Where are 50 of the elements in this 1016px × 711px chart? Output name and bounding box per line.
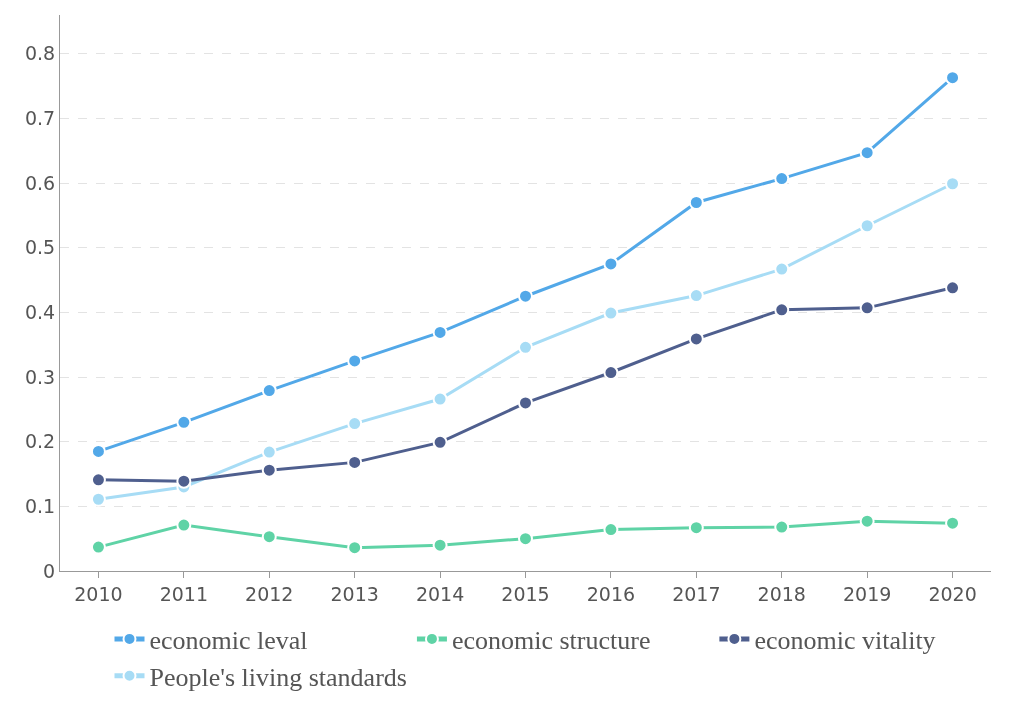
legend-label: economic leval [149,626,308,656]
x-tick-label: 2013 [330,582,379,605]
point [347,353,363,369]
legend-label: People's living standards [149,662,407,692]
y-tick-label: 0.2 [24,430,56,453]
y-tick-label: 0.3 [24,365,56,388]
point [261,462,277,478]
point [859,145,875,161]
point [518,288,533,304]
point [688,520,704,536]
x-tick-label: 2014 [415,582,465,605]
y-tick-label: 0.7 [24,107,56,130]
y-tick-label: 0.6 [24,171,56,194]
point [688,331,704,347]
point [176,473,192,489]
legend-label: economic vitality [754,626,936,656]
x-tick-label: 2016 [586,582,636,605]
x-tick-label: 2018 [757,582,806,605]
y-tick-label: 0.5 [24,236,56,259]
y-tick-label: 0 [43,559,56,582]
x-tick-label: 2015 [501,582,550,605]
point [774,261,790,277]
point [176,414,192,430]
x-tick-label: 2010 [74,582,123,605]
point [774,302,790,318]
legend-label: economic structure [451,626,651,656]
point [261,529,277,545]
x-tick-label: 2020 [928,582,977,605]
point [432,434,448,450]
point [859,218,875,234]
point [432,391,448,407]
x-tick-label: 2019 [842,582,892,605]
point [859,300,875,316]
point [347,540,363,556]
point [518,395,533,411]
point [603,256,619,272]
point [603,305,619,321]
y-tick-label: 0.8 [24,42,56,65]
point [518,339,533,355]
point [518,531,533,547]
point [774,519,790,535]
y-tick-label: 0.1 [24,495,56,517]
point [176,517,192,533]
x-tick-label: 2017 [672,582,721,605]
x-tick-label: 2012 [245,582,294,605]
point [432,537,448,553]
x-tick-label: 2011 [159,582,209,605]
point [261,444,277,460]
y-tick-label: 0.4 [24,301,56,324]
point [859,513,875,529]
